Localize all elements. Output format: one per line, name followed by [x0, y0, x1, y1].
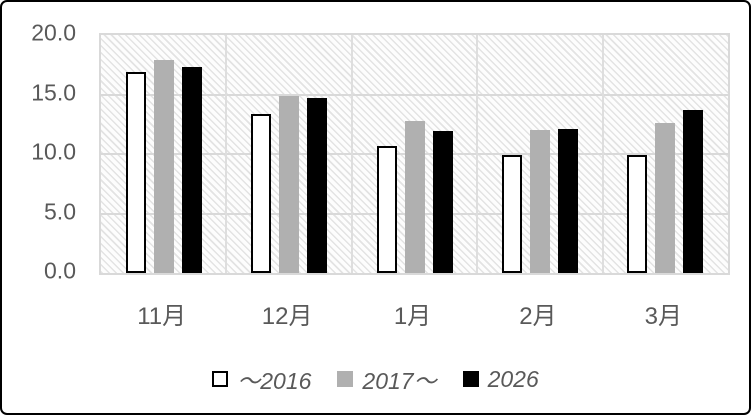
bar-2017～-12月: [279, 95, 299, 273]
plot-area: [99, 33, 730, 275]
y-axis-tick-label: 10.0: [31, 138, 76, 165]
legend-label: ～2016: [237, 368, 312, 394]
gridline-vertical: [225, 35, 228, 273]
x-axis-category-label: 11月: [137, 303, 187, 330]
bar-～2016-12月: [251, 113, 271, 273]
y-axis-tick-label: 0.0: [44, 257, 76, 284]
legend-marker-icon: [212, 371, 229, 387]
bar-～2016-1月: [377, 145, 397, 273]
bar-2017～-11月: [154, 60, 174, 273]
legend-marker-icon: [462, 371, 479, 387]
bar-2026-3月: [683, 109, 703, 273]
y-axis-tick-label: 5.0: [44, 198, 76, 224]
bar-2017～-1月: [405, 120, 425, 273]
bar-2026-1月: [433, 131, 453, 273]
legend-item: 2017～: [337, 362, 437, 396]
legend-label: 2017～: [362, 368, 437, 394]
gridline-horizontal: [101, 93, 728, 96]
legend: ～2016 2017～ 2026: [2, 362, 749, 396]
bar-～2016-2月: [502, 155, 522, 273]
bar-～2016-3月: [627, 155, 647, 273]
bar-2026-2月: [558, 129, 578, 273]
bar-2026-11月: [182, 67, 202, 273]
bar-2017～-3月: [655, 123, 675, 273]
legend-item: ～2016: [212, 362, 311, 396]
y-axis-tick-label: 20.0: [31, 19, 76, 46]
gridline-vertical: [601, 35, 604, 273]
y-axis-tick-label: 15.0: [31, 79, 76, 105]
gridline-vertical: [350, 35, 353, 273]
bar-2026-12月: [307, 98, 327, 273]
legend-label: 2026: [487, 365, 539, 392]
gridline-vertical: [476, 35, 479, 273]
bar-2017～-2月: [530, 130, 550, 273]
legend-item: 2026: [462, 365, 539, 393]
bar-～2016-11月: [126, 71, 146, 273]
x-axis-category-label: 3月: [644, 303, 682, 330]
x-axis-category-label: 1月: [393, 303, 432, 330]
x-axis-category-label: 12月: [261, 303, 313, 330]
x-axis-category-label: 2月: [519, 303, 557, 330]
legend-marker-icon: [337, 371, 354, 387]
